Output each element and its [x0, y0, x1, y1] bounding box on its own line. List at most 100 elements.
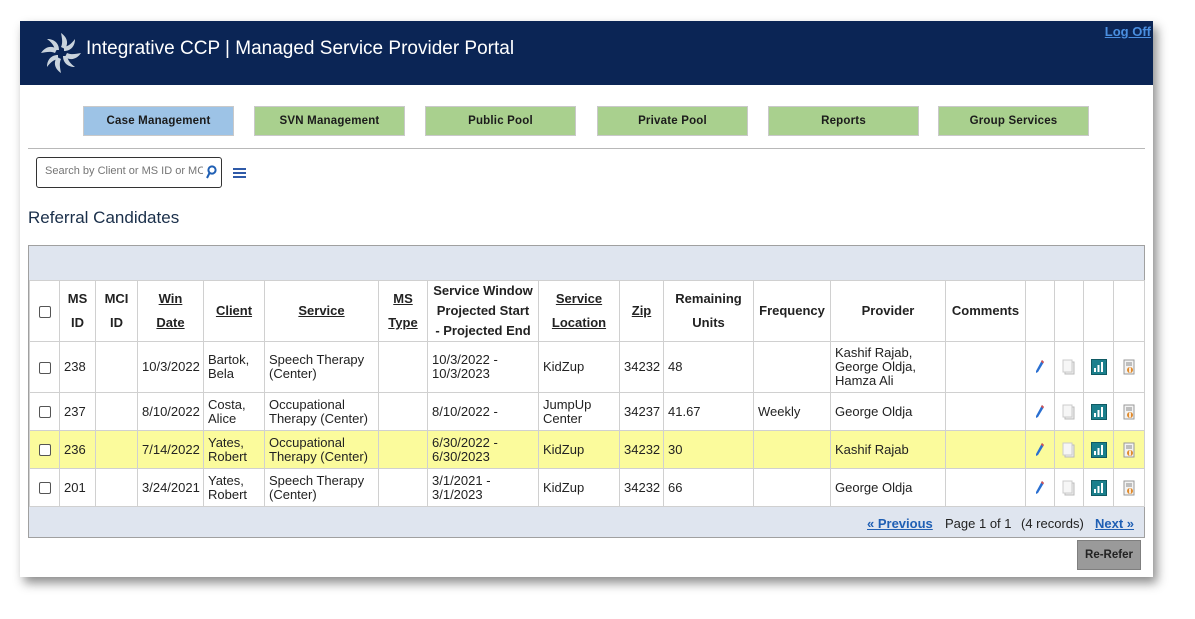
service-cell: Speech Therapy (Center) — [264, 468, 379, 507]
provider-cell: Kashif Rajab — [830, 430, 946, 469]
ms-type-cell — [378, 468, 428, 507]
nav-group-services-button[interactable]: Group Services — [938, 106, 1089, 136]
col-remaining-units: Remaining Units — [663, 280, 754, 342]
copy-document-icon[interactable] — [1061, 442, 1077, 458]
log-off-link[interactable]: Log Off — [1104, 24, 1151, 39]
document-attach-icon[interactable] — [1121, 480, 1137, 496]
row-checkbox[interactable] — [38, 444, 51, 457]
comments-cell — [945, 430, 1026, 469]
row-checkbox[interactable] — [38, 361, 51, 374]
page-info: Page 1 of 1 — [945, 516, 1012, 531]
win-date-cell: 3/24/2021 — [137, 468, 204, 507]
main-nav: Case Management SVN Management Public Po… — [20, 106, 1153, 136]
service-cell: Occupational Therapy (Center) — [264, 392, 379, 431]
chart-report-icon[interactable] — [1090, 479, 1107, 496]
provider-cell: George Oldja — [830, 392, 946, 431]
pencil-edit-icon[interactable] — [1032, 442, 1048, 458]
col-win-date[interactable]: Win Date — [137, 280, 204, 342]
pencil-edit-icon[interactable] — [1032, 404, 1048, 420]
select-all-header — [29, 280, 60, 342]
copy-document-icon[interactable] — [1061, 359, 1077, 375]
page-title: Referral Candidates — [28, 208, 180, 227]
re-refer-button[interactable]: Re-Refer — [1077, 540, 1141, 570]
ms-type-cell — [378, 392, 428, 431]
service-window-cell: 10/3/2022 -10/3/2023 — [427, 341, 539, 393]
frequency-cell — [753, 430, 831, 469]
comments-cell — [945, 392, 1026, 431]
nav-case-management-button[interactable]: Case Management — [83, 106, 234, 136]
previous-page-link[interactable]: « Previous — [867, 516, 933, 531]
mci-id-cell — [95, 430, 138, 469]
hamburger-menu-icon[interactable] — [233, 168, 246, 178]
nav-private-pool-button[interactable]: Private Pool — [597, 106, 748, 136]
chart-report-icon[interactable] — [1090, 359, 1107, 375]
row-checkbox[interactable] — [38, 406, 51, 419]
col-service-location[interactable]: Service Location — [538, 280, 620, 342]
chart-report-icon[interactable] — [1090, 403, 1107, 420]
ms-type-cell — [378, 341, 428, 393]
col-zip[interactable]: Zip — [619, 280, 664, 342]
app-title: Integrative CCP | Managed Service Provid… — [86, 38, 515, 59]
col-service-window: Service Window Projected Start - Projected… — [427, 280, 539, 342]
remaining-units-cell: 66 — [663, 468, 754, 507]
table-header-row: MS ID MCI ID Win Date Client Service MS Type… — [29, 280, 1145, 342]
col-provider: Provider — [830, 280, 946, 342]
client-cell: Yates, Robert — [203, 430, 265, 469]
referral-candidates-grid: MS ID MCI ID Win Date Client Service MS Type… — [28, 245, 1145, 538]
chart-report-icon[interactable] — [1090, 441, 1107, 458]
col-ms-type[interactable]: MS Type — [378, 280, 428, 342]
search-input[interactable] — [45, 165, 203, 177]
ms-id-cell: 237 — [59, 392, 96, 431]
nav-public-pool-button[interactable]: Public Pool — [425, 106, 576, 136]
zip-cell: 34232 — [619, 430, 664, 469]
pencil-edit-icon[interactable] — [1032, 359, 1048, 375]
select-all-checkbox[interactable] — [38, 305, 51, 318]
search-icon[interactable] — [205, 165, 217, 179]
mci-id-cell — [95, 468, 138, 507]
col-comments: Comments — [945, 280, 1026, 342]
service-window-cell: 6/30/2022 -6/30/2023 — [427, 430, 539, 469]
company-logo-icon — [41, 33, 81, 73]
col-mci-id: MCI ID — [95, 280, 138, 342]
portal-window: Integrative CCP | Managed Service Provid… — [20, 21, 1153, 577]
table-row: 201 3/24/2021 Yates, Robert Speech Therap… — [29, 468, 1145, 507]
zip-cell: 34232 — [619, 468, 664, 507]
client-cell: Bartok, Bela — [203, 341, 265, 393]
ms-id-cell: 238 — [59, 341, 96, 393]
nav-reports-button[interactable]: Reports — [768, 106, 919, 136]
col-client[interactable]: Client — [203, 280, 265, 342]
header-bar: Integrative CCP | Managed Service Provid… — [20, 21, 1153, 85]
document-attach-icon[interactable] — [1121, 359, 1137, 375]
remaining-units-cell: 30 — [663, 430, 754, 469]
service-cell: Occupational Therapy (Center) — [264, 430, 379, 469]
document-attach-icon[interactable] — [1121, 404, 1137, 420]
zip-cell: 34237 — [619, 392, 664, 431]
frequency-cell — [753, 341, 831, 393]
client-cell: Costa, Alice — [203, 392, 265, 431]
provider-cell: George Oldja — [830, 468, 946, 507]
col-action-doc — [1113, 280, 1145, 342]
copy-document-icon[interactable] — [1061, 480, 1077, 496]
next-page-link[interactable]: Next » — [1095, 516, 1135, 531]
service-location-cell: KidZup — [538, 430, 620, 469]
table-row: 237 8/10/2022 Costa, Alice Occupational Th… — [29, 392, 1145, 431]
ms-type-cell — [378, 430, 428, 469]
nav-svn-management-button[interactable]: SVN Management — [254, 106, 405, 136]
document-attach-icon[interactable] — [1121, 442, 1137, 458]
search-box — [36, 157, 222, 188]
service-window-cell: 8/10/2022 - — [427, 392, 539, 431]
col-action-copy — [1054, 280, 1084, 342]
pager: « Previous Page 1 of 1 (4 records) Next … — [29, 509, 1144, 537]
mci-id-cell — [95, 392, 138, 431]
col-service[interactable]: Service — [264, 280, 379, 342]
win-date-cell: 7/14/2022 — [137, 430, 204, 469]
copy-document-icon[interactable] — [1061, 404, 1077, 420]
provider-cell: Kashif Rajab, George Oldja, Hamza Ali — [830, 341, 946, 393]
ms-id-cell: 236 — [59, 430, 96, 469]
service-window-cell: 3/1/2021 -3/1/2023 — [427, 468, 539, 507]
pencil-edit-icon[interactable] — [1032, 480, 1048, 496]
frequency-cell: Weekly — [753, 392, 831, 431]
referral-table: MS ID MCI ID Win Date Client Service MS Type… — [29, 280, 1145, 507]
row-checkbox[interactable] — [38, 482, 51, 495]
comments-cell — [945, 341, 1026, 393]
